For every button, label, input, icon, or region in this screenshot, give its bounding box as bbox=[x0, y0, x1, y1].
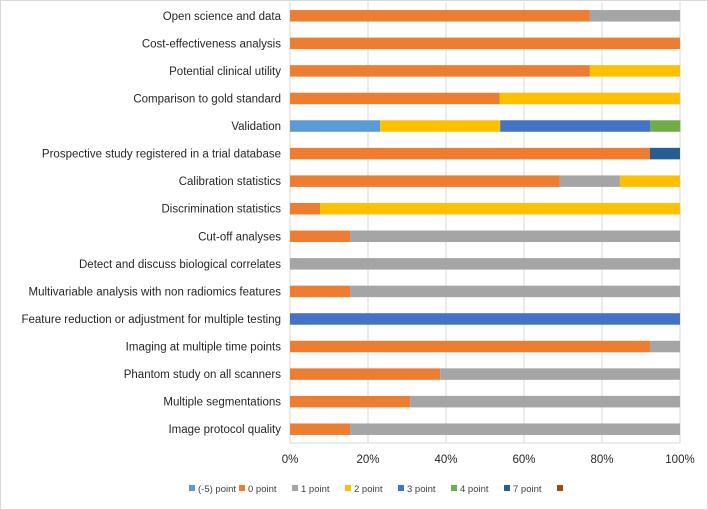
legend-label-5-point: (-5) point bbox=[198, 484, 236, 495]
x-tick-label-60: 60% bbox=[512, 454, 535, 466]
bar-discrimination-statistics-series-1 bbox=[290, 202, 321, 215]
category-label-comparison-to-gold-standard: Comparison to gold standard bbox=[133, 93, 281, 105]
category-label-feature-reduction-or-adjustment-for-multiple-testing: Feature reduction or adjustment for mult… bbox=[21, 314, 281, 326]
legend: (-5) point 0 point 1 point 2 point 3 point 4 … bbox=[189, 484, 563, 495]
category-label-cost-effectiveness-analysis: Cost-effectiveness analysis bbox=[142, 38, 281, 50]
legend-swatch-4 bbox=[398, 485, 404, 491]
legend-label-0-point: 0 point bbox=[248, 484, 277, 495]
category-label-cut-off-analyses: Cut-off analyses bbox=[198, 231, 281, 243]
category-label-potential-clinical-utility: Potential clinical utility bbox=[169, 66, 281, 78]
bar-discrimination-statistics-series-3 bbox=[320, 202, 680, 215]
legend-swatch-3 bbox=[345, 485, 351, 491]
x-tick-label-20: 20% bbox=[356, 454, 379, 466]
category-label-calibration-statistics: Calibration statistics bbox=[179, 176, 282, 188]
x-tick-label-0: 0% bbox=[282, 454, 299, 466]
x-tick-label-80: 80% bbox=[590, 454, 613, 466]
x-tick-label-40: 40% bbox=[434, 454, 457, 466]
category-label-validation: Validation bbox=[231, 121, 281, 133]
bar-prospective-study-registered-in-a-trial-database-series-1 bbox=[290, 147, 650, 160]
category-label-prospective-study-registered-in-a-trial-database: Prospective study registered in a trial … bbox=[42, 149, 281, 161]
legend-label-1-point: 1 point bbox=[301, 484, 330, 495]
bar-validation-series-4 bbox=[500, 120, 651, 132]
bar-multiple-segmentations-series-1 bbox=[290, 395, 411, 408]
bar-validation-series-3 bbox=[380, 120, 501, 132]
bar-image-protocol-quality-series-2 bbox=[350, 423, 680, 435]
legend-label-4-point: 4 point bbox=[460, 484, 489, 495]
legend-swatch-7 bbox=[557, 485, 563, 491]
bar-cost-effectiveness-analysis-series-1 bbox=[290, 37, 680, 50]
bars bbox=[290, 10, 681, 435]
bar-calibration-statistics-series-3 bbox=[619, 175, 680, 187]
category-label-image-protocol-quality: Image protocol quality bbox=[168, 424, 281, 436]
bar-imaging-at-multiple-time-points-series-2 bbox=[649, 340, 680, 353]
bar-validation-series-0 bbox=[290, 120, 381, 132]
bar-cut-off-analyses-series-1 bbox=[290, 230, 351, 243]
bar-image-protocol-quality-series-1 bbox=[290, 423, 351, 435]
bar-multivariable-analysis-with-non-radiomics-features-series-1 bbox=[290, 285, 351, 298]
legend-label-2-point: 2 point bbox=[354, 484, 383, 495]
category-label-open-science-and-data: Open science and data bbox=[163, 11, 282, 23]
bar-potential-clinical-utility-series-1 bbox=[290, 65, 590, 77]
bar-multivariable-analysis-with-non-radiomics-features-series-2 bbox=[350, 285, 680, 298]
bar-open-science-and-data-series-1 bbox=[290, 10, 590, 22]
legend-swatch-1 bbox=[239, 485, 245, 491]
bar-potential-clinical-utility-series-3 bbox=[589, 65, 680, 77]
category-label-discrimination-statistics: Discrimination statistics bbox=[162, 204, 282, 216]
legend-swatch-5 bbox=[451, 485, 457, 491]
bar-phantom-study-on-all-scanners-series-1 bbox=[290, 368, 441, 380]
legend-swatch-6 bbox=[504, 485, 510, 491]
legend-swatch-2 bbox=[292, 485, 298, 491]
bar-open-science-and-data-series-2 bbox=[589, 10, 680, 22]
bar-calibration-statistics-series-2 bbox=[559, 175, 620, 187]
legend-swatch-0 bbox=[189, 485, 195, 491]
legend-label-3-point: 3 point bbox=[407, 484, 436, 495]
bar-detect-and-discuss-biological-correlates-series-2 bbox=[290, 258, 680, 270]
bar-cut-off-analyses-series-2 bbox=[350, 230, 680, 243]
category-label-multivariable-analysis-with-non-radiomics-features: Multivariable analysis with non radiomic… bbox=[29, 286, 282, 298]
bar-prospective-study-registered-in-a-trial-database-series-6 bbox=[649, 147, 680, 160]
legend-label-7-point: 7 point bbox=[513, 484, 542, 495]
category-label-multiple-segmentations: Multiple segmentations bbox=[163, 397, 281, 409]
bar-feature-reduction-or-adjustment-for-multiple-testing-series-4 bbox=[290, 313, 680, 325]
bar-calibration-statistics-series-1 bbox=[290, 175, 560, 187]
category-label-detect-and-discuss-biological-correlates: Detect and discuss biological correlates bbox=[79, 259, 281, 271]
bar-comparison-to-gold-standard-series-3 bbox=[499, 92, 680, 105]
category-label-imaging-at-multiple-time-points: Imaging at multiple time points bbox=[126, 342, 282, 354]
x-tick-label-100: 100% bbox=[665, 454, 694, 466]
bar-comparison-to-gold-standard-series-1 bbox=[290, 92, 500, 105]
bar-multiple-segmentations-series-2 bbox=[410, 395, 680, 408]
bar-phantom-study-on-all-scanners-series-2 bbox=[440, 368, 680, 380]
bar-validation-series-5 bbox=[650, 120, 681, 132]
bar-imaging-at-multiple-time-points-series-1 bbox=[290, 340, 650, 353]
category-label-phantom-study-on-all-scanners: Phantom study on all scanners bbox=[124, 369, 282, 381]
